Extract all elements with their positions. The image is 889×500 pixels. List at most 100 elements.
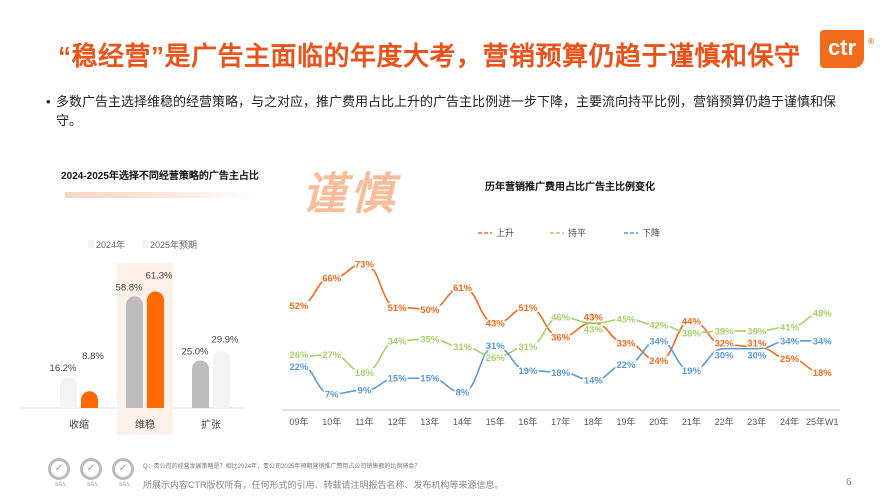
data-label: 25% (780, 354, 800, 365)
bar-value-label: 25.0% (182, 347, 209, 358)
data-label: 27% (322, 350, 342, 361)
bar-value-label: 61.3% (146, 270, 173, 281)
data-label: 34% (649, 336, 669, 347)
data-label: 26% (289, 350, 309, 361)
data-label: 19% (518, 366, 538, 377)
data-label: 18% (813, 368, 833, 379)
x-tick-label: 09年 (289, 416, 308, 427)
bar (147, 291, 164, 408)
data-label: 14% (584, 376, 604, 387)
summary-bullet: • 多数广告主选择维稳的经营策略，与之对应，推广费用占比上升的广告主比例进一步下降… (46, 94, 837, 128)
data-label: 41% (780, 323, 800, 334)
bar-value-label: 16.2% (50, 363, 77, 374)
x-tick-label: 14年 (453, 416, 472, 427)
data-label: 34% (813, 336, 833, 347)
data-label: 45% (616, 315, 636, 326)
bar (192, 360, 209, 408)
data-label: 26% (486, 353, 506, 364)
x-tick-label: 11年 (355, 416, 373, 427)
x-tick-label: 17年 (551, 416, 570, 427)
data-label: 7% (325, 390, 339, 401)
page-title: “稳经营”是广告主面临的年度大考，营销预算仍趋于谨慎和保守 (58, 41, 801, 71)
x-tick-label: 25年W1 (806, 416, 839, 427)
x-tick-label: 22年 (715, 416, 734, 427)
bar (126, 296, 143, 408)
sgs-badge-icon: ✓ (112, 458, 134, 480)
data-label: 46% (551, 313, 571, 324)
category-label: 收缩 (69, 418, 89, 431)
data-label: 8% (456, 388, 470, 399)
data-label: 31% (518, 342, 538, 353)
sgs-badge-icon: ✓ (80, 458, 102, 480)
series-line-上升 (298, 263, 823, 374)
data-label: 31% (747, 338, 767, 349)
data-label: 48% (813, 309, 833, 320)
data-label: 33% (616, 338, 636, 349)
data-label: 44% (682, 317, 702, 328)
x-tick-label: 21年 (682, 416, 701, 427)
data-label: 24% (649, 356, 669, 367)
series-line-持平 (298, 312, 823, 374)
category-label: 扩张 (201, 418, 221, 431)
legend-label: 下降 (642, 227, 660, 238)
x-tick-label: 16年 (518, 416, 537, 427)
x-tick-label: 12年 (388, 416, 407, 427)
title-underline (65, 192, 255, 198)
legend-swatch (88, 240, 94, 248)
sgs-badge-icon: ✓ (48, 458, 70, 480)
legend-swatch (142, 240, 148, 248)
data-label: 73% (355, 259, 375, 270)
bar-value-label: 58.8% (116, 282, 143, 293)
data-label: 18% (355, 368, 375, 379)
bar (81, 391, 98, 408)
x-tick-label: 23年 (747, 416, 766, 427)
ctr-logo: ctr ® (820, 30, 874, 68)
data-label: 51% (388, 303, 408, 314)
data-label: 43% (584, 313, 604, 324)
bar-value-label: 8.8% (82, 351, 104, 362)
x-tick-label: 10年 (322, 416, 341, 427)
legend-label: 2025年预期 (150, 239, 197, 250)
data-label: 22% (289, 362, 309, 373)
sgs-label: SGS (55, 482, 66, 488)
data-label: 30% (747, 350, 767, 361)
bar-value-label: 29.9% (212, 335, 239, 346)
sgs-label: SGS (87, 482, 98, 488)
data-label: 30% (715, 350, 735, 361)
data-label: 34% (780, 336, 800, 347)
data-label: 32% (715, 338, 735, 349)
x-tick-label: 15年 (486, 416, 505, 427)
data-label: 43% (486, 319, 506, 330)
legend-label: 2024年 (96, 239, 125, 250)
x-tick-label: 24年 (780, 416, 799, 427)
data-label: 61% (453, 283, 473, 294)
x-tick-label: 13年 (420, 416, 439, 427)
data-label: 66% (322, 273, 342, 284)
legend-label: 上升 (496, 228, 514, 238)
data-label: 31% (453, 342, 473, 353)
legend-label: 持平 (568, 227, 586, 238)
summary-text: 多数广告主选择维稳的经营策略，与之对应，推广费用占比上升的广告主比例进一步下降，… (56, 94, 837, 128)
data-label: 39% (715, 326, 735, 337)
data-label: 9% (358, 386, 372, 397)
x-tick-label: 19年 (616, 416, 635, 427)
decor-text: 谨慎 (302, 170, 398, 219)
x-tick-label: 20年 (649, 416, 668, 427)
data-label: 39% (747, 326, 767, 337)
data-label: 34% (388, 336, 408, 347)
footer-copyright: 所展示内容CTR版权所有，任何形式的引用、转载请注明报告名称、发布机构等来源信息… (143, 480, 504, 490)
bar-chart-title: 2024-2025年选择不同经营策略的广告主占比 (61, 171, 259, 182)
series-line-下降 (298, 340, 823, 395)
line-chart-title: 历年营销推广费用占比广告主比例变化 (485, 182, 655, 193)
data-label: 18% (551, 368, 571, 379)
data-label: 15% (388, 374, 408, 385)
data-label: 31% (486, 341, 506, 352)
sgs-label: SGS (119, 482, 130, 488)
data-label: 51% (518, 303, 538, 314)
data-label: 36% (551, 332, 571, 343)
bar (213, 351, 230, 408)
data-label: 50% (420, 305, 440, 316)
data-label: 43% (584, 325, 604, 336)
data-label: 38% (682, 329, 702, 340)
category-label: 维稳 (135, 418, 155, 431)
